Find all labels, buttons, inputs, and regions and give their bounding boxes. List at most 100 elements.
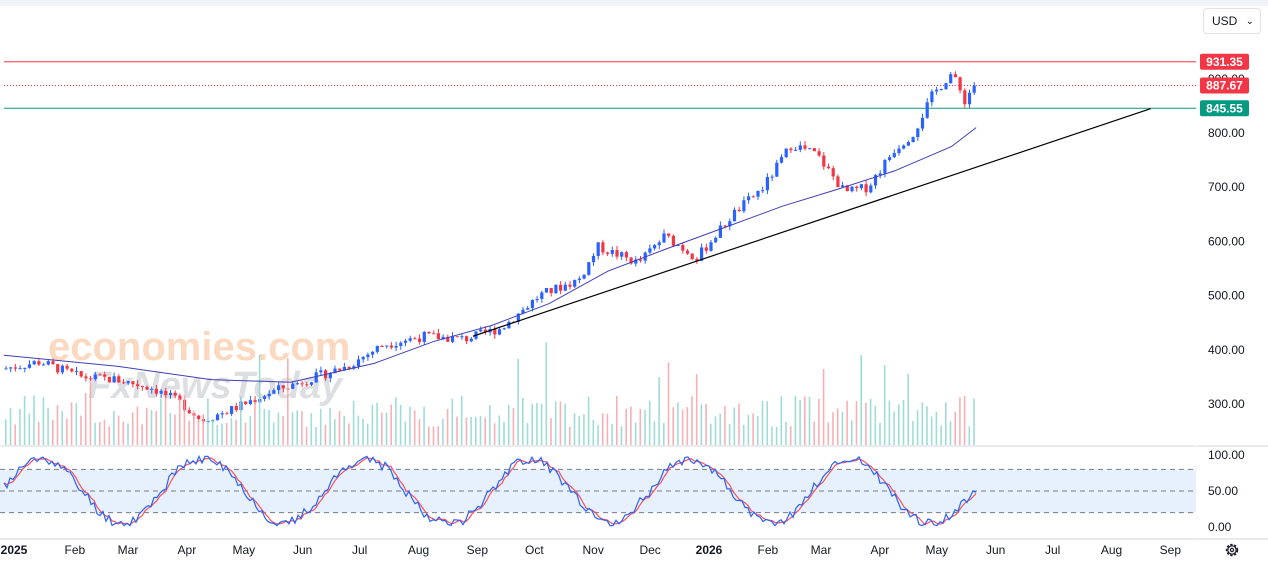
candle-body bbox=[742, 200, 746, 212]
volume-bar bbox=[653, 421, 656, 445]
candle-body bbox=[507, 321, 511, 329]
volume-bar bbox=[658, 377, 660, 445]
candle-body bbox=[422, 331, 426, 342]
candle-body bbox=[502, 328, 506, 330]
volume-bar bbox=[846, 400, 848, 445]
volume-bar bbox=[498, 415, 501, 445]
volume-bar bbox=[141, 424, 143, 445]
volume-bar bbox=[738, 403, 740, 445]
volume-bar bbox=[667, 362, 670, 445]
volume-bar bbox=[296, 410, 298, 445]
volume-bar bbox=[357, 415, 360, 445]
volume-bar bbox=[963, 396, 966, 445]
candle-body bbox=[873, 175, 878, 186]
volume-bar bbox=[225, 422, 228, 445]
volume-bar bbox=[554, 401, 557, 445]
volume-bar bbox=[47, 407, 49, 445]
volume-bar bbox=[301, 411, 303, 445]
candle-body bbox=[385, 345, 389, 347]
time-axis-label: Nov bbox=[583, 543, 604, 557]
volume-bar bbox=[822, 368, 825, 445]
oscillator-gap-mask bbox=[0, 512, 178, 538]
candle-body bbox=[667, 233, 671, 236]
volume-bar bbox=[973, 398, 975, 445]
candle-body bbox=[117, 376, 121, 383]
volume-bar bbox=[719, 413, 721, 445]
candle-body bbox=[309, 382, 314, 385]
candle-body bbox=[168, 392, 173, 396]
candle-body bbox=[154, 388, 158, 394]
time-axis-label: Oct bbox=[525, 543, 544, 557]
volume-bar bbox=[338, 411, 341, 445]
volume-bar bbox=[968, 426, 971, 445]
candle-body bbox=[93, 374, 97, 380]
candle-body bbox=[389, 345, 393, 348]
currency-label: USD bbox=[1212, 14, 1238, 28]
candle-body bbox=[446, 336, 450, 342]
price-tick-label: 800.00 bbox=[1208, 126, 1245, 140]
candle-body bbox=[662, 233, 666, 243]
candle-body bbox=[859, 184, 863, 189]
chevron-down-icon: ⌄ bbox=[1245, 15, 1254, 27]
time-axis-label: Mar bbox=[811, 543, 832, 557]
volume-bar bbox=[282, 415, 284, 445]
volume-bar bbox=[56, 405, 59, 445]
candle-body bbox=[671, 235, 675, 246]
volume-bar bbox=[418, 419, 421, 445]
candle-body bbox=[714, 237, 718, 243]
volume-bar bbox=[235, 419, 237, 445]
volume-bar bbox=[160, 398, 162, 445]
resistance-badge-label: 931.35 bbox=[1206, 55, 1243, 69]
volume-bar bbox=[324, 424, 327, 445]
candle-body bbox=[779, 157, 784, 163]
volume-bar bbox=[155, 411, 157, 445]
volume-bar bbox=[526, 423, 529, 445]
candle-body bbox=[145, 386, 149, 390]
candle-body bbox=[136, 384, 140, 387]
candle-body bbox=[606, 252, 610, 254]
volume-bar bbox=[888, 400, 891, 445]
volume-bar bbox=[305, 426, 308, 445]
candle-body bbox=[455, 336, 459, 338]
candle-body bbox=[262, 396, 267, 399]
time-axis-label: Sep bbox=[1160, 543, 1182, 557]
candle-body bbox=[765, 176, 769, 191]
candle-body bbox=[808, 148, 812, 150]
candle-body bbox=[338, 368, 342, 371]
currency-selector[interactable]: USD ⌄ bbox=[1203, 8, 1261, 34]
candle-body bbox=[709, 242, 713, 251]
candle-body bbox=[403, 340, 408, 343]
candle-body bbox=[920, 117, 925, 129]
volume-bar bbox=[169, 412, 172, 445]
candle-body bbox=[817, 151, 821, 156]
candle-body bbox=[864, 184, 868, 193]
volume-bar bbox=[193, 410, 195, 445]
time-axis-label: Aug bbox=[1101, 543, 1122, 557]
candle-body bbox=[366, 354, 370, 358]
volume-bar bbox=[930, 416, 933, 445]
volume-bar bbox=[883, 365, 886, 445]
volume-bar bbox=[855, 401, 858, 445]
volume-bar bbox=[517, 358, 519, 445]
watermark-fxnewstoday: FxNewsToday bbox=[88, 365, 344, 407]
gear-icon[interactable] bbox=[1222, 540, 1242, 560]
volume-bar bbox=[766, 401, 768, 445]
candle-body bbox=[465, 336, 469, 342]
volume-bar bbox=[28, 413, 31, 445]
volume-bar bbox=[249, 415, 251, 445]
oscillator-tick-label: 100.00 bbox=[1208, 448, 1245, 462]
candle-body bbox=[98, 374, 102, 376]
candle-body bbox=[215, 414, 220, 421]
volume-bar bbox=[851, 420, 853, 445]
candle-body bbox=[967, 92, 972, 105]
volume-bar bbox=[352, 400, 355, 445]
candle-body bbox=[615, 249, 619, 257]
volume-bar bbox=[540, 403, 543, 445]
candle-body bbox=[347, 366, 351, 369]
candle-body bbox=[648, 248, 652, 253]
volume-bar bbox=[14, 424, 16, 445]
time-axis-label: Jul bbox=[1045, 543, 1060, 557]
volume-bar bbox=[42, 397, 45, 445]
